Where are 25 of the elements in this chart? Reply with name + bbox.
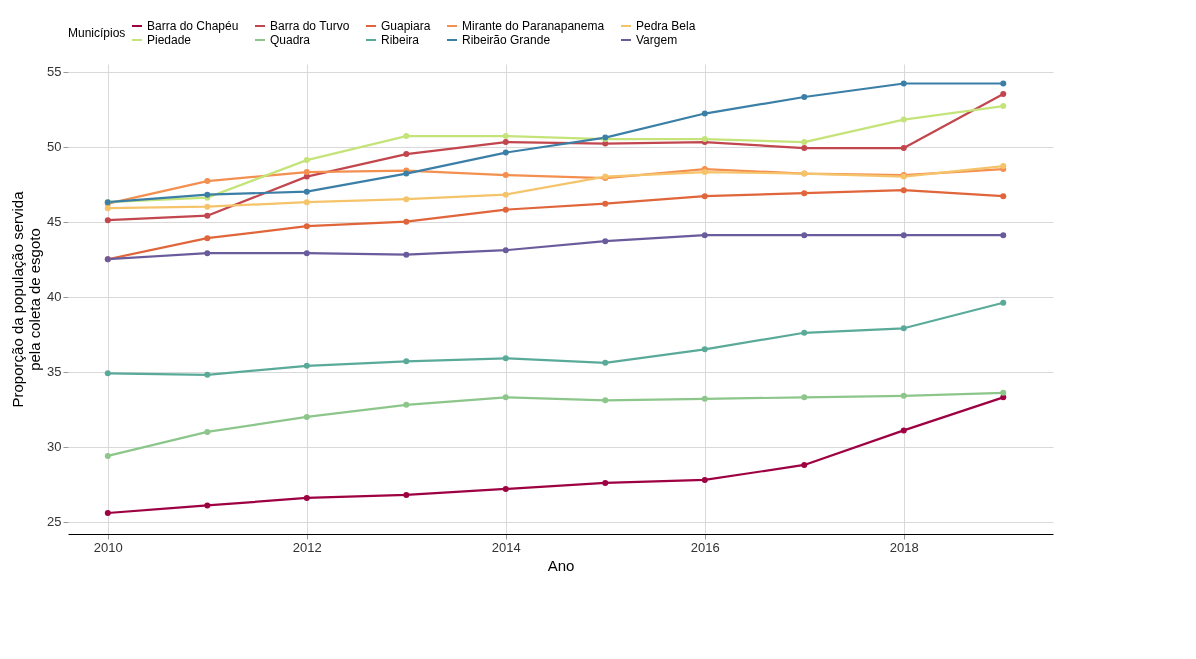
y-tick-label: 40 [47,289,62,305]
legend-label: Pedra Bela [636,19,696,33]
legend-label: Barra do Turvo [270,19,350,33]
x-tick-label: 2012 [292,539,322,555]
x-tick-label: 2016 [690,539,720,555]
y-tick-label: 50 [47,139,62,155]
y-tick-label: 30 [47,439,62,455]
y-tick-label: 35 [47,364,62,380]
legend-label: Vargem [636,33,678,47]
y-tick-label: 55 [47,64,62,80]
legend-label: Mirante do Paranapanema [462,19,605,33]
legend-label: Ribeira [381,33,420,47]
legend-title: Municípios [68,26,126,40]
legend-label: Quadra [270,33,311,47]
y-axis-title: Proporção da população servida pela coleta de esgoto [9,190,44,408]
legend-label: Barra do Chapéu [147,19,239,33]
x-tick-label: 2014 [491,539,521,555]
y-tick-label: 25 [47,514,62,530]
y-tick-label: 45 [47,214,62,230]
x-tick-label: 2010 [93,539,123,555]
x-tick-label: 2018 [889,539,919,555]
legend-label: Ribeirão Grande [462,33,551,47]
legend-label: Guapiara [381,19,431,33]
x-axis-title: Ano [547,556,575,574]
legend-label: Piedade [147,33,192,47]
